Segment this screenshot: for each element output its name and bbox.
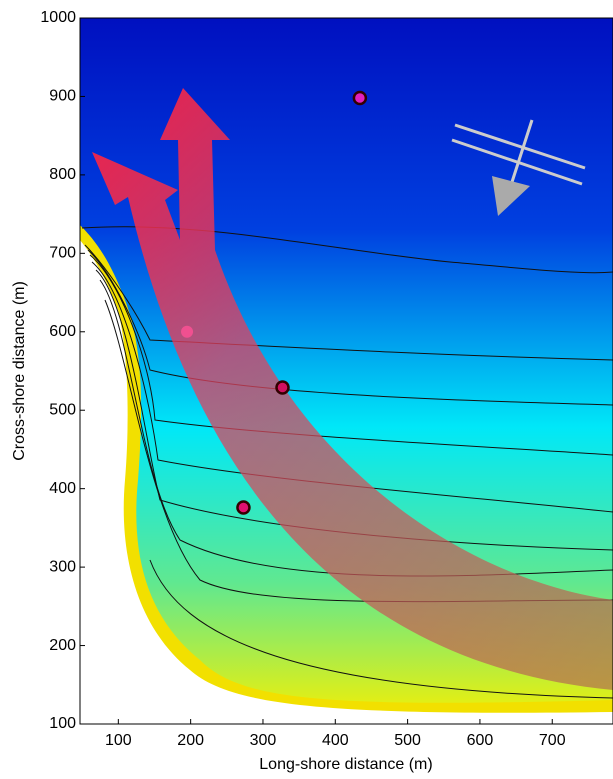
y-tick-label: 200	[49, 637, 76, 654]
wave-direction	[451, 119, 586, 216]
rip-current-arrow	[92, 88, 613, 690]
y-tick-label: 700	[49, 245, 76, 262]
point	[352, 90, 368, 106]
map	[80, 18, 613, 724]
y-tick-label: 1000	[40, 9, 76, 26]
y-tick-label: 300	[49, 558, 76, 575]
x-tick-label: 500	[394, 732, 421, 749]
point	[275, 380, 290, 395]
x-tick-label: 600	[467, 732, 494, 749]
x-tick-label: 100	[105, 732, 132, 749]
y-tick-label: 600	[49, 323, 76, 340]
y-tick-label: 500	[49, 401, 76, 418]
x-tick-label: 200	[177, 732, 204, 749]
x-tick-label: 300	[250, 732, 277, 749]
land	[80, 240, 613, 724]
y-axis-label: Cross-shore distance (m)	[11, 281, 28, 461]
point	[181, 325, 194, 338]
x-axis-label: Long-shore distance (m)	[259, 756, 432, 773]
y-tick-label: 800	[49, 166, 76, 183]
y-tick-label: 400	[49, 480, 76, 497]
x-tick-label: 400	[322, 732, 349, 749]
x-tick-label: 700	[539, 732, 566, 749]
y-tick-label: 900	[49, 88, 76, 105]
point	[236, 500, 251, 515]
y-tick-label: 100	[49, 715, 76, 732]
plot-frame	[79, 17, 613, 725]
